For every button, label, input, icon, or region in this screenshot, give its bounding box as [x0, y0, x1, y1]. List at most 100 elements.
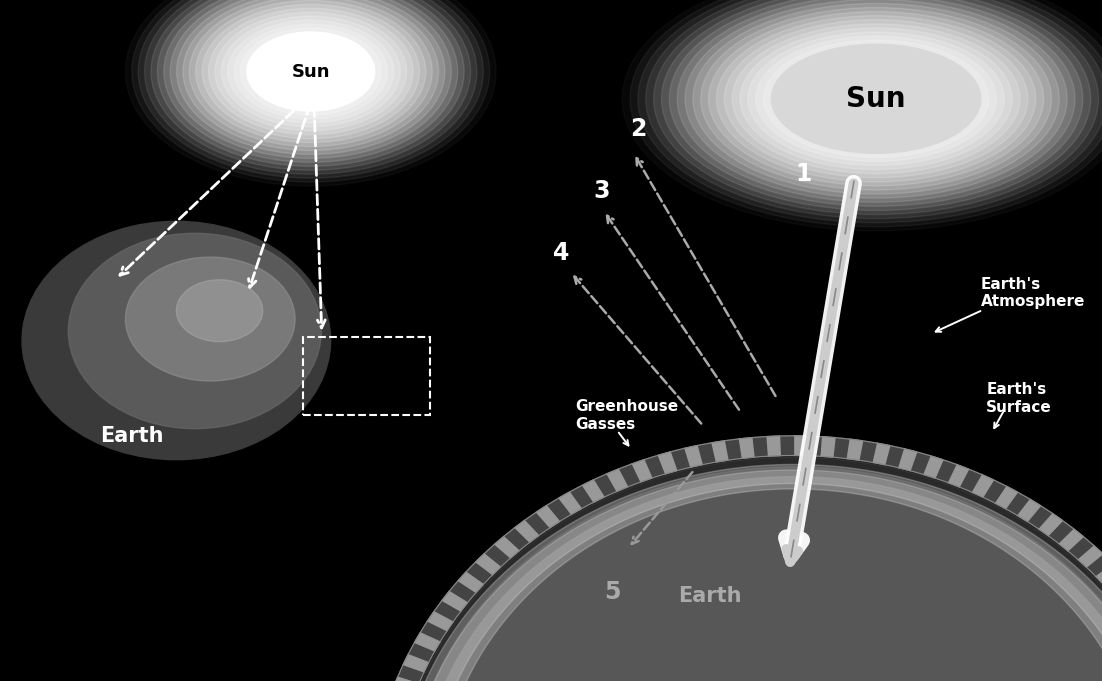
Ellipse shape: [748, 32, 1004, 165]
Ellipse shape: [183, 0, 439, 151]
Ellipse shape: [385, 447, 1102, 681]
Ellipse shape: [741, 28, 1012, 170]
Text: 5: 5: [604, 580, 620, 605]
Ellipse shape: [170, 0, 452, 159]
Polygon shape: [1068, 537, 1093, 559]
Polygon shape: [426, 612, 453, 632]
Polygon shape: [536, 506, 560, 528]
Polygon shape: [1048, 520, 1073, 543]
Ellipse shape: [764, 40, 988, 157]
Polygon shape: [971, 475, 994, 497]
Text: 2: 2: [630, 117, 647, 142]
Polygon shape: [934, 460, 955, 482]
Ellipse shape: [22, 221, 331, 460]
Ellipse shape: [685, 0, 1067, 198]
Polygon shape: [514, 520, 539, 543]
Ellipse shape: [240, 28, 381, 115]
Polygon shape: [983, 480, 1006, 503]
Ellipse shape: [176, 0, 445, 155]
Ellipse shape: [190, 0, 432, 146]
Polygon shape: [618, 464, 639, 487]
Polygon shape: [450, 582, 475, 603]
Ellipse shape: [716, 16, 1036, 182]
Ellipse shape: [724, 20, 1028, 178]
Polygon shape: [408, 644, 434, 663]
Polygon shape: [1058, 528, 1083, 551]
Polygon shape: [959, 469, 981, 492]
Polygon shape: [1087, 554, 1102, 575]
Ellipse shape: [234, 24, 388, 119]
Polygon shape: [1095, 563, 1102, 584]
Polygon shape: [420, 622, 446, 642]
Text: Earth's
Atmosphere: Earth's Atmosphere: [981, 276, 1085, 309]
Ellipse shape: [202, 4, 420, 139]
Ellipse shape: [408, 467, 1102, 681]
Ellipse shape: [222, 16, 400, 127]
Polygon shape: [657, 452, 677, 474]
Ellipse shape: [677, 0, 1076, 202]
Polygon shape: [631, 460, 652, 482]
Polygon shape: [525, 513, 549, 535]
Ellipse shape: [701, 7, 1051, 190]
Polygon shape: [393, 677, 419, 681]
Text: Sun: Sun: [292, 63, 329, 80]
Ellipse shape: [158, 0, 464, 166]
Polygon shape: [793, 436, 808, 456]
Polygon shape: [820, 437, 835, 457]
Polygon shape: [466, 563, 491, 584]
Polygon shape: [711, 441, 728, 462]
Text: 3: 3: [593, 178, 609, 203]
Polygon shape: [547, 498, 571, 522]
Ellipse shape: [208, 8, 413, 135]
Ellipse shape: [669, 0, 1083, 206]
Polygon shape: [570, 486, 593, 509]
Polygon shape: [1038, 513, 1062, 535]
Polygon shape: [475, 554, 500, 575]
Polygon shape: [558, 492, 582, 515]
Ellipse shape: [661, 0, 1091, 210]
Polygon shape: [404, 464, 1102, 681]
Polygon shape: [398, 666, 423, 681]
Polygon shape: [833, 438, 849, 458]
Ellipse shape: [419, 477, 1102, 681]
Polygon shape: [994, 486, 1017, 509]
Polygon shape: [872, 443, 889, 464]
Polygon shape: [846, 439, 863, 460]
Ellipse shape: [646, 0, 1102, 219]
Polygon shape: [922, 456, 943, 478]
Ellipse shape: [693, 3, 1059, 194]
Polygon shape: [402, 654, 429, 674]
Ellipse shape: [419, 477, 1102, 681]
Ellipse shape: [215, 12, 407, 131]
Ellipse shape: [138, 0, 484, 178]
Ellipse shape: [247, 32, 375, 111]
Polygon shape: [1078, 545, 1102, 567]
Polygon shape: [593, 475, 616, 497]
Ellipse shape: [176, 280, 262, 342]
Ellipse shape: [756, 36, 996, 161]
Bar: [303, 337, 430, 415]
Ellipse shape: [164, 0, 457, 162]
Polygon shape: [606, 469, 628, 492]
Ellipse shape: [732, 24, 1020, 174]
Polygon shape: [738, 438, 754, 458]
Ellipse shape: [374, 437, 1102, 681]
Polygon shape: [581, 480, 604, 503]
Text: 1: 1: [796, 161, 812, 186]
Polygon shape: [858, 441, 876, 462]
Ellipse shape: [68, 233, 322, 429]
Polygon shape: [1027, 506, 1051, 528]
Polygon shape: [441, 592, 467, 612]
Ellipse shape: [397, 457, 1102, 681]
Ellipse shape: [709, 12, 1044, 186]
Polygon shape: [484, 545, 509, 567]
Ellipse shape: [126, 257, 295, 381]
Ellipse shape: [144, 0, 477, 174]
Ellipse shape: [132, 0, 489, 182]
Polygon shape: [752, 437, 767, 457]
Polygon shape: [670, 449, 690, 471]
Polygon shape: [1005, 492, 1029, 515]
Ellipse shape: [151, 0, 471, 170]
Polygon shape: [683, 445, 702, 467]
Polygon shape: [494, 537, 519, 559]
